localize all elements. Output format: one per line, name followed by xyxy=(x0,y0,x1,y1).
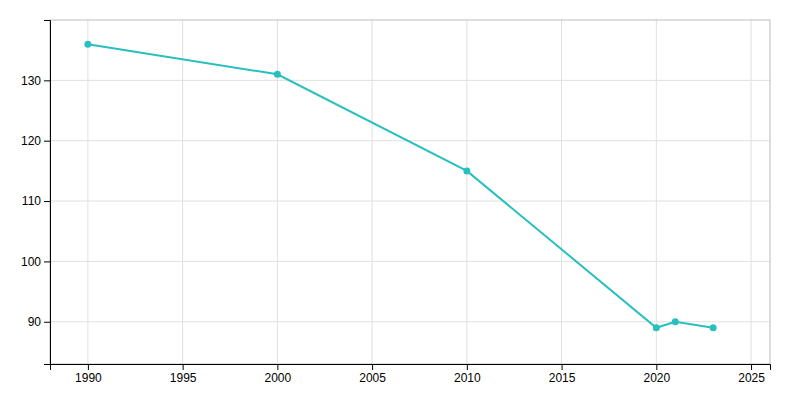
grid-line-y xyxy=(50,80,770,81)
tick-mark xyxy=(751,364,752,370)
tick-label: 130 xyxy=(21,74,41,88)
tick-label: 2015 xyxy=(549,371,576,385)
tick-mark xyxy=(372,364,373,370)
plot-frame xyxy=(50,20,770,364)
grid-line-x xyxy=(182,20,183,364)
tick-label: 100 xyxy=(21,255,41,269)
grid xyxy=(50,20,770,364)
tick-label: 90 xyxy=(28,315,42,329)
tick: 2010 xyxy=(454,364,481,385)
grid-line-x xyxy=(372,20,373,364)
point xyxy=(653,324,660,331)
tick-mark xyxy=(44,201,50,202)
tick-mark xyxy=(562,364,563,370)
grid-line-y xyxy=(50,321,770,322)
tick: 2000 xyxy=(265,364,292,385)
axis-line xyxy=(51,365,771,371)
x-axis: 1990 1995 2000 2005 2010 2015 2020 2025 xyxy=(51,364,771,385)
tick-label: 110 xyxy=(22,194,41,208)
tick-label: 2020 xyxy=(643,371,670,385)
tick: 90 xyxy=(28,315,50,329)
tick: 110 xyxy=(22,194,50,208)
marks xyxy=(84,41,716,332)
tick: 2025 xyxy=(738,364,765,385)
grid-line-y xyxy=(50,201,770,202)
chart: 1990 1995 2000 2005 2010 2015 2020 2025 90 100 110… xyxy=(0,0,800,400)
tick-label: 2010 xyxy=(454,371,481,385)
point xyxy=(710,324,717,331)
grid-line-y xyxy=(50,261,770,262)
grid-line-x xyxy=(466,20,467,364)
tick-mark xyxy=(44,261,50,262)
grid-line-x xyxy=(656,20,657,364)
tick: 120 xyxy=(21,134,50,148)
line xyxy=(88,44,713,328)
tick-mark xyxy=(467,364,468,370)
point xyxy=(463,167,470,174)
tick-mark xyxy=(44,322,50,323)
tick: 130 xyxy=(21,74,50,88)
axis-line xyxy=(44,21,51,365)
tick-label: 2005 xyxy=(359,371,386,385)
point xyxy=(274,71,281,78)
tick: 1990 xyxy=(75,364,102,385)
tick-mark xyxy=(277,364,278,370)
point xyxy=(672,318,679,325)
point xyxy=(84,41,91,48)
y-axis: 90 100 110 120 130 xyxy=(21,21,51,365)
plot: 1990 1995 2000 2005 2010 2015 2020 2025 90 100 110… xyxy=(21,20,771,385)
tick: 2015 xyxy=(549,364,576,385)
tick-mark xyxy=(44,141,50,142)
tick-mark xyxy=(183,364,184,370)
grid-line-x xyxy=(561,20,562,364)
tick: 2005 xyxy=(359,364,386,385)
tick-label: 120 xyxy=(21,134,41,148)
tick-label: 1990 xyxy=(75,371,102,385)
tick: 1995 xyxy=(170,364,197,385)
tick-label: 1995 xyxy=(170,371,197,385)
tick: 100 xyxy=(21,255,50,269)
tick-mark xyxy=(88,364,89,370)
tick-mark xyxy=(656,364,657,370)
tick-label: 2025 xyxy=(738,371,765,385)
tick-label: 2000 xyxy=(265,371,292,385)
tick-mark xyxy=(44,80,50,81)
tick: 2020 xyxy=(643,364,670,385)
grid-line-x xyxy=(87,20,88,364)
grid-line-x xyxy=(751,20,752,364)
